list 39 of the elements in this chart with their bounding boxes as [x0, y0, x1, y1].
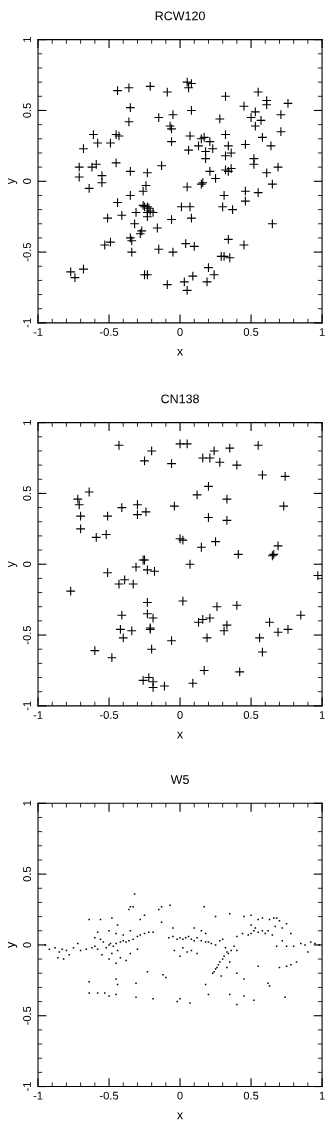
- x-tick-label: -1: [33, 1091, 43, 1100]
- x-tick-label: -1: [33, 328, 43, 336]
- x-tick-label: 0: [177, 328, 183, 336]
- y-tick-label: 0.5: [23, 486, 31, 501]
- x-axis-title: x: [177, 731, 184, 739]
- x-tick-label: -0.5: [99, 1091, 119, 1100]
- x-tick-label: 0: [177, 1091, 183, 1100]
- x-tick-label: 1: [319, 1091, 325, 1100]
- x-tick-label: -0.5: [99, 711, 119, 719]
- chart-title: RCW120: [155, 11, 205, 21]
- y-tick-label: -1: [23, 701, 31, 711]
- x-tick-label: 0.5: [243, 711, 259, 719]
- y-axis-title: y: [8, 561, 18, 568]
- chart-title: W5: [170, 775, 189, 784]
- x-axis-title: x: [177, 348, 184, 356]
- y-tick-label: 1: [23, 37, 31, 42]
- x-tick-label: -1: [33, 711, 43, 719]
- x-tick-label: 0.5: [243, 328, 259, 336]
- x-tick-label: 1: [319, 328, 325, 336]
- y-tick-label: 0: [23, 561, 31, 567]
- x-axis-title: x: [177, 1112, 184, 1120]
- y-axis-title: y: [8, 941, 18, 949]
- y-tick-label: 0.5: [23, 866, 31, 882]
- y-tick-label: -0.5: [23, 242, 31, 262]
- y-tick-label: -1: [23, 318, 31, 328]
- x-tick-label: 1: [319, 711, 325, 719]
- y-tick-label: 1: [23, 420, 31, 425]
- x-tick-label: 0.5: [243, 1091, 259, 1100]
- y-tick-label: -1: [23, 1082, 31, 1091]
- y-tick-label: 0: [23, 178, 31, 184]
- y-tick-label: 0.5: [23, 103, 31, 118]
- x-tick-label: -0.5: [99, 328, 119, 336]
- y-tick-label: -0.5: [23, 625, 31, 645]
- x-tick-label: 0: [177, 711, 183, 719]
- y-axis-title: y: [8, 178, 18, 185]
- y-tick-label: 1: [23, 800, 31, 806]
- chart-title: CN138: [161, 394, 199, 404]
- y-tick-label: 0: [23, 942, 31, 948]
- y-tick-label: -0.5: [23, 1006, 31, 1025]
